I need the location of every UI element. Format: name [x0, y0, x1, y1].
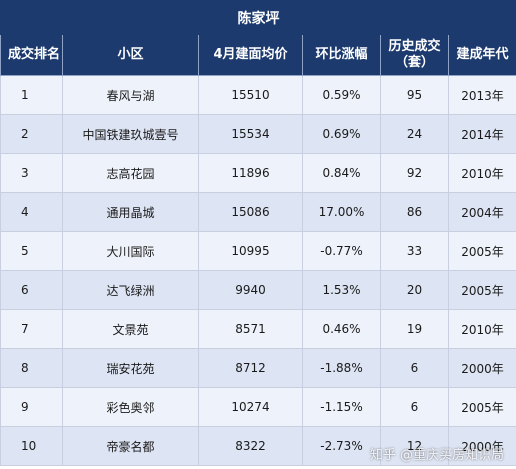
table-row: 5 大川国际 10995 -0.77% 33 2005年 — [0, 231, 516, 271]
cell-avg-price: 8322 — [198, 426, 303, 466]
table-row: 2 中国铁建玖城壹号 15534 0.69% 24 2014年 — [0, 114, 516, 154]
cell-mom-change: 0.69% — [302, 114, 381, 154]
table-title: 陈家坪 — [0, 0, 516, 35]
cell-community: 春风与湖 — [62, 75, 199, 115]
cell-build-year: 2013年 — [447, 75, 516, 115]
cell-rank: 7 — [0, 309, 63, 349]
cell-mom-change: -0.77% — [302, 231, 381, 271]
cell-rank: 2 — [0, 114, 63, 154]
table-row: 9 彩色奥邻 10274 -1.15% 6 2005年 — [0, 387, 516, 427]
cell-rank: 6 — [0, 270, 63, 310]
cell-mom-change: 17.00% — [302, 192, 381, 232]
header-community: 小区 — [62, 34, 199, 76]
header-build-year: 建成年代 — [447, 34, 516, 76]
cell-rank: 3 — [0, 153, 63, 193]
cell-history-deals: 24 — [380, 114, 449, 154]
cell-mom-change: 0.46% — [302, 309, 381, 349]
cell-history-deals: 92 — [380, 153, 449, 193]
cell-community: 大川国际 — [62, 231, 199, 271]
cell-avg-price: 15086 — [198, 192, 303, 232]
cell-rank: 1 — [0, 75, 63, 115]
cell-avg-price: 15534 — [198, 114, 303, 154]
table-row: 6 达飞绿洲 9940 1.53% 20 2005年 — [0, 270, 516, 310]
cell-avg-price: 8571 — [198, 309, 303, 349]
cell-rank: 10 — [0, 426, 63, 466]
header-mom-change: 环比涨幅 — [302, 34, 381, 76]
cell-history-deals: 95 — [380, 75, 449, 115]
table-row: 10 帝豪名都 8322 -2.73% 12 2000年 — [0, 426, 516, 466]
header-rank: 成交排名 — [0, 34, 63, 76]
table-row: 3 志高花园 11896 0.84% 92 2010年 — [0, 153, 516, 193]
table-row: 7 文景苑 8571 0.46% 19 2010年 — [0, 309, 516, 349]
header-history-deals-line: （套） — [394, 55, 434, 70]
table-row: 4 通用晶城 15086 17.00% 86 2004年 — [0, 192, 516, 232]
cell-community: 瑞安花苑 — [62, 348, 199, 388]
cell-community: 中国铁建玖城壹号 — [62, 114, 199, 154]
cell-community: 达飞绿洲 — [62, 270, 199, 310]
cell-rank: 9 — [0, 387, 63, 427]
table-row: 1 春风与湖 15510 0.59% 95 2013年 — [0, 75, 516, 115]
cell-build-year: 2014年 — [447, 114, 516, 154]
cell-build-year: 2005年 — [447, 270, 516, 310]
watermark-text: 知乎 @重庆买房知识局 — [369, 448, 504, 463]
cell-avg-price: 11896 — [198, 153, 303, 193]
cell-rank: 4 — [0, 192, 63, 232]
cell-mom-change: 1.53% — [302, 270, 381, 310]
cell-avg-price: 8712 — [198, 348, 303, 388]
header-history-deals: 历史成交 （套） — [380, 34, 449, 76]
header-avg-price: 4月建面均价 — [198, 34, 303, 76]
cell-history-deals: 6 — [380, 387, 449, 427]
cell-rank: 5 — [0, 231, 63, 271]
cell-build-year: 2010年 — [447, 153, 516, 193]
cell-mom-change: -2.73% — [302, 426, 381, 466]
cell-avg-price: 15510 — [198, 75, 303, 115]
cell-community: 帝豪名都 — [62, 426, 199, 466]
cell-history-deals: 6 — [380, 348, 449, 388]
cell-avg-price: 10274 — [198, 387, 303, 427]
cell-build-year: 2010年 — [447, 309, 516, 349]
cell-build-year: 2005年 — [447, 231, 516, 271]
cell-mom-change: -1.15% — [302, 387, 381, 427]
cell-community: 志高花园 — [62, 153, 199, 193]
cell-history-deals: 33 — [380, 231, 449, 271]
cell-history-deals: 19 — [380, 309, 449, 349]
cell-community: 彩色奥邻 — [62, 387, 199, 427]
cell-build-year: 2005年 — [447, 387, 516, 427]
cell-history-deals: 20 — [380, 270, 449, 310]
cell-avg-price: 9940 — [198, 270, 303, 310]
table-header-row: 成交排名 小区 4月建面均价 环比涨幅 历史成交 （套） 建成年代 — [0, 34, 516, 76]
cell-history-deals: 86 — [380, 192, 449, 232]
cell-mom-change: -1.88% — [302, 348, 381, 388]
table-body: 1 春风与湖 15510 0.59% 95 2013年 2 中国铁建玖城壹号 15534 0.69… — [0, 75, 516, 466]
cell-community: 通用晶城 — [62, 192, 199, 232]
cell-rank: 8 — [0, 348, 63, 388]
cell-build-year: 2004年 — [447, 192, 516, 232]
cell-community: 文景苑 — [62, 309, 199, 349]
cell-build-year: 2000年 — [447, 348, 516, 388]
cell-history-deals: 12 — [380, 426, 449, 466]
cell-avg-price: 10995 — [198, 231, 303, 271]
cell-mom-change: 0.84% — [302, 153, 381, 193]
cell-build-year: 2000年 — [447, 426, 516, 466]
cell-mom-change: 0.59% — [302, 75, 381, 115]
table-title-row: 陈家坪 — [0, 0, 516, 35]
table-row: 8 瑞安花苑 8712 -1.88% 6 2000年 — [0, 348, 516, 388]
header-history-deals-line: 历史成交 — [388, 39, 441, 54]
